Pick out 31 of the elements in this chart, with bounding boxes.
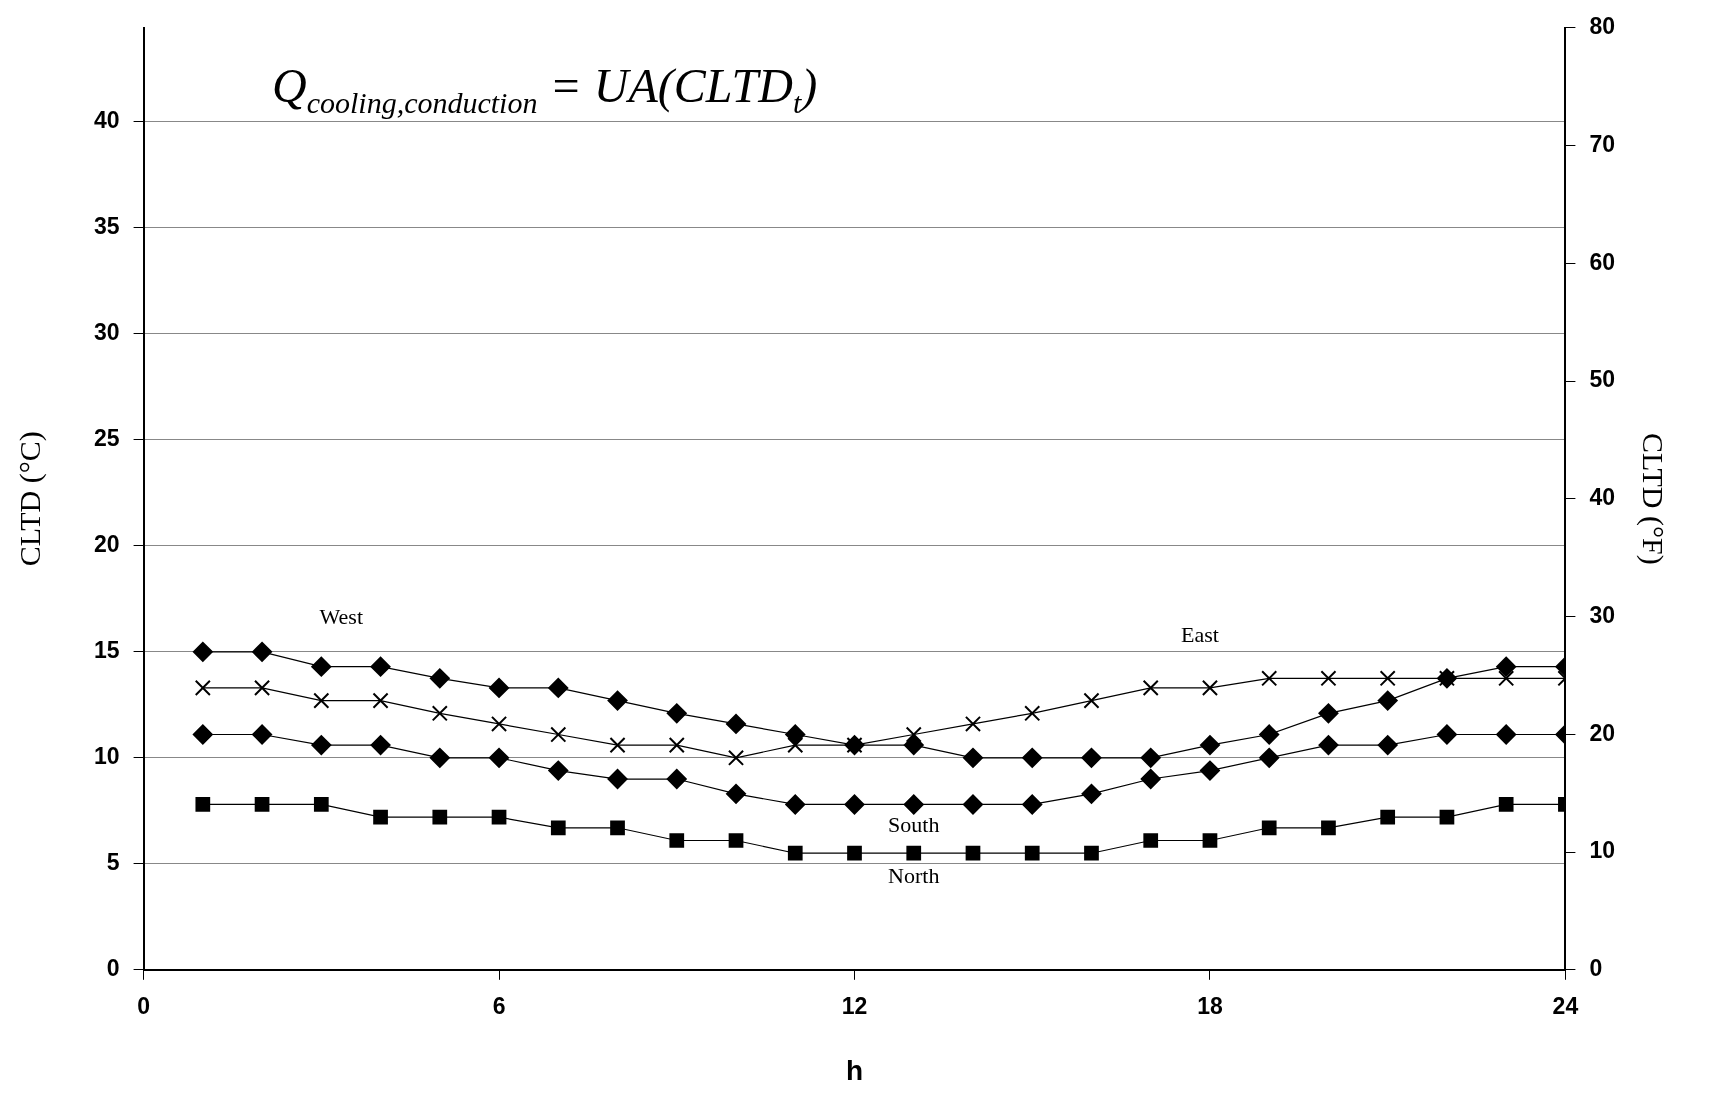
y-tick-label: 30 (93, 319, 120, 346)
y-tick-label: 15 (93, 637, 120, 664)
y2-tick-label: 20 (1589, 719, 1616, 746)
y-tick-label: 0 (106, 955, 120, 982)
series-label: North (888, 863, 940, 888)
x-tick-label: 6 (492, 992, 506, 1019)
y2-tick-label: 80 (1589, 13, 1616, 40)
text: Q$_{cooling,conduction}$ = UA(CLTD$_{t}$) (272, 58, 818, 120)
x-tick-label: 0 (137, 992, 150, 1019)
y-tick-label: 20 (93, 531, 120, 558)
y-tick-label: 25 (93, 425, 120, 452)
y2-tick-label: 0 (1589, 955, 1603, 982)
y-tick-label: 35 (93, 213, 120, 240)
y-tick-label: 5 (106, 849, 120, 876)
x-axis-title: h (845, 1054, 864, 1086)
y-tick-label: 40 (93, 107, 120, 134)
y2-tick-label: 10 (1589, 837, 1616, 864)
y2-tick-label: 40 (1589, 484, 1616, 511)
y-axis-title: CLTD (°C) (12, 431, 47, 567)
y2-tick-label: 70 (1589, 130, 1616, 157)
y2-tick-label: 30 (1589, 601, 1616, 628)
series-label: East (1181, 621, 1219, 647)
x-tick-label: 18 (1197, 992, 1223, 1019)
y2-tick-label: 60 (1589, 248, 1616, 275)
y2-axis-title: CLTD (°F) (1636, 432, 1671, 565)
series-label: West (319, 604, 364, 630)
x-tick-label: 24 (1552, 992, 1579, 1019)
series-label: South (888, 812, 940, 838)
y2-tick-label: 50 (1589, 366, 1616, 393)
y-tick-label: 10 (93, 743, 120, 770)
x-tick-label: 12 (841, 992, 868, 1019)
